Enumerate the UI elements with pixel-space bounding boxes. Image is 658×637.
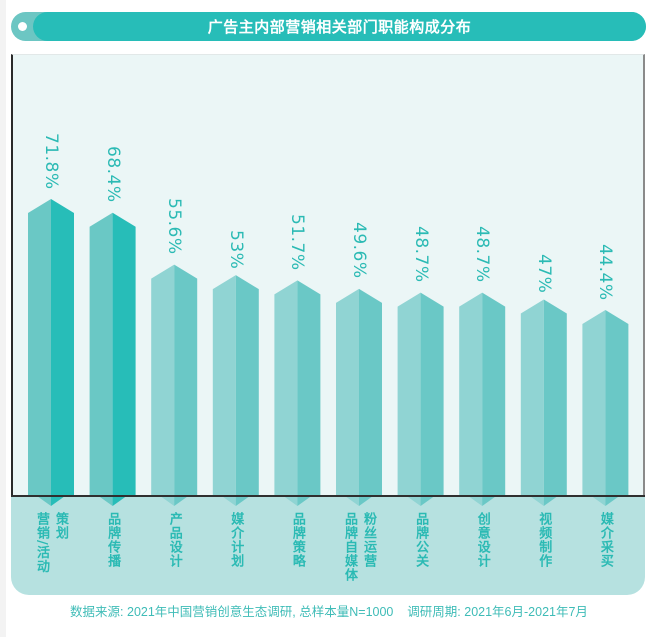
category-label: 产品设计: [166, 512, 182, 568]
category-label-line: 策划: [53, 512, 68, 540]
value-label: 48.7%: [410, 226, 431, 283]
category-label-panel: [11, 497, 645, 595]
category-label-line: 品牌策略: [289, 512, 305, 568]
category-label-line: 营销/活动: [34, 512, 49, 574]
title-dot-icon: [18, 22, 27, 31]
category-label: 品牌自媒体 粉丝运营: [342, 512, 376, 582]
bar-6: [336, 288, 382, 506]
category-label: 品牌公关: [413, 512, 429, 568]
category-label-line: 视频制作: [536, 512, 552, 568]
value-label: 68.4%: [102, 146, 123, 203]
category-label-line: 产品设计: [166, 512, 182, 568]
chart-title: 广告主内部营销相关部门职能构成分布: [207, 18, 472, 36]
value-label: 47%: [533, 253, 554, 294]
value-label: 55.6%: [164, 198, 185, 255]
bar-3: [151, 264, 198, 506]
value-label: 71.8%: [41, 132, 61, 190]
category-label: 品牌传播: [105, 512, 121, 568]
survey-period: 调研周期: 2021年6月-2021年7月: [407, 605, 588, 619]
value-label: 51.7%: [287, 213, 308, 271]
bar-4: [212, 275, 259, 506]
title-bar: 广告主内部营销相关部门职能构成分布: [33, 12, 646, 41]
category-label: 媒介计划: [228, 512, 244, 568]
category-label-line: 粉丝运营: [361, 512, 376, 568]
left-edge-strip: [0, 0, 6, 637]
bar-5: [274, 280, 321, 506]
bar-9: [520, 299, 567, 506]
value-label: 49.6%: [349, 222, 369, 279]
category-label: 创意设计: [474, 512, 490, 568]
category-label-line: 品牌公关: [413, 512, 429, 568]
data-source: 数据来源: 2021年中国营销创意生态调研, 总样本量N=1000: [70, 605, 394, 619]
value-label: 44.4%: [595, 243, 616, 301]
category-label: 媒介采买: [597, 512, 613, 568]
bar-1: [28, 199, 74, 506]
x-axis-line: [11, 495, 645, 497]
value-label: 53%: [225, 229, 246, 269]
category-label: 视频制作: [536, 512, 552, 568]
bar-8: [459, 292, 506, 506]
category-label-line: 媒介计划: [228, 512, 244, 568]
category-label-line: 品牌自媒体: [342, 512, 357, 582]
category-label-line: 媒介采买: [597, 512, 613, 568]
value-label: 48.7%: [472, 226, 493, 283]
category-label-line: 创意设计: [474, 512, 490, 568]
category-label: 营销/活动 策划: [34, 512, 68, 574]
bar-10: [582, 310, 629, 506]
footer-note: 数据来源: 2021年中国营销创意生态调研, 总样本量N=1000 调研周期: …: [0, 601, 658, 620]
bar-2: [89, 212, 136, 506]
category-label: 品牌策略: [289, 512, 305, 568]
category-label-line: 品牌传播: [105, 512, 121, 568]
bar-7: [397, 292, 444, 506]
